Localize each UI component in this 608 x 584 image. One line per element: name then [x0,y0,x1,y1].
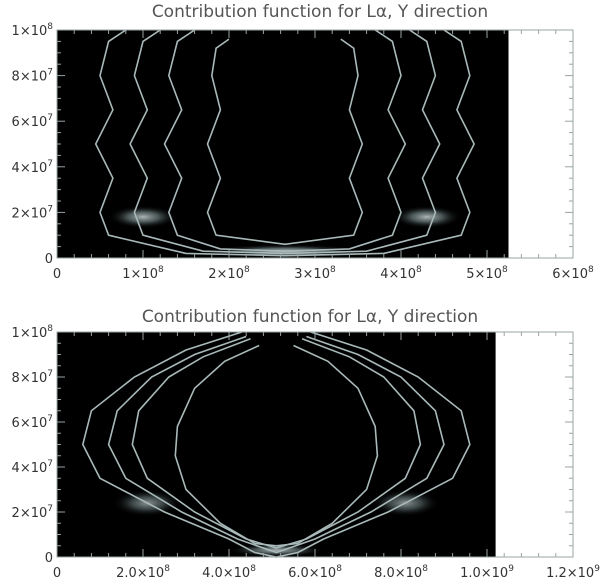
contour-line-1 [107,335,445,554]
y-tick-label: 4×107 [12,159,53,176]
x-tick-label: 4.0×108 [202,564,256,581]
y-tick-label: 1×108 [12,324,54,341]
bright-region-2 [228,543,324,557]
y-tick-label: 6×107 [12,414,53,431]
chart-top-plot: 0 1×108 2×108 3×108 4×108 5×108 6×108 0 2×107 4×1… [12,22,594,282]
x-tick-label: 0 [53,267,61,282]
x-tick-label: 5×108 [466,265,508,282]
chart-bottom-title: Contribution function for Lα, Y directio… [142,307,478,327]
contour-line-3 [206,38,364,246]
heatmap-image [57,332,496,557]
bright-region-1 [392,205,462,229]
y-tick-label: 6×107 [12,113,53,130]
y-tick-label: 0 [45,551,53,566]
x-tick-label: 8.0×108 [374,564,428,581]
x-tick-label: 4×108 [380,265,422,282]
y-tick-label: 4×107 [12,459,53,476]
contour-line-1 [129,29,441,255]
chart-bottom: Contribution function for Lα, Y directio… [12,307,601,581]
x-tick-label: 2×108 [208,265,250,282]
contour-line-2 [131,338,422,549]
y-tick-label: 0 [45,252,53,267]
chart-top: Contribution function for Lα, Y directio… [12,2,594,282]
x-tick-label: 1.2×109 [546,564,600,581]
contour-line-0 [94,29,475,257]
chart-top-title: Contribution function for Lα, Y directio… [152,2,488,22]
x-tick-label: 3×108 [294,265,336,282]
x-tick-label: 1×108 [122,265,164,282]
y-tick-label: 8×107 [12,369,53,386]
contour-line-2 [163,29,407,253]
y-tick-label: 2×107 [12,504,53,521]
y-tick-label: 8×107 [12,68,53,85]
y-tick-label: 2×107 [12,204,53,221]
x-tick-label: 2.0×108 [116,564,170,581]
chart-bottom-plot: 0 2.0×108 4.0×108 6.0×108 8.0×108 1.0×109 1.2×… [12,324,601,581]
x-tick-label: 6.0×108 [288,564,342,581]
x-tick-label: 6×108 [552,265,594,282]
bright-region-0 [108,205,178,229]
x-tick-label: 1.0×109 [460,564,514,581]
x-tick-label: 0 [53,566,61,581]
y-tick-label: 1×108 [12,22,54,39]
contour-line-3 [174,344,379,547]
